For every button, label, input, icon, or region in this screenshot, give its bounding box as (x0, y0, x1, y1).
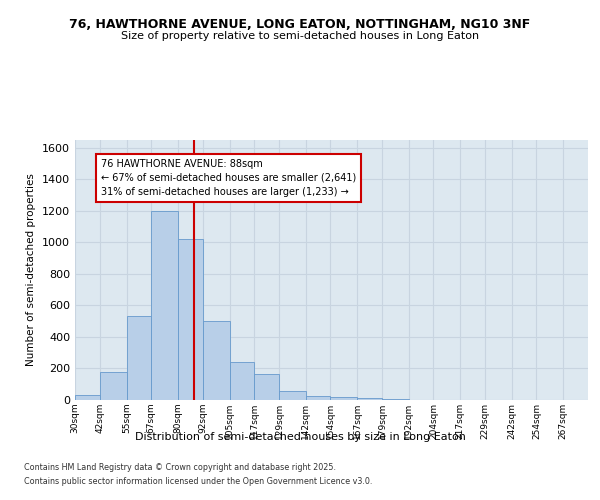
Bar (230, 362, 254, 400)
Bar (306, 396, 331, 400)
Text: Distribution of semi-detached houses by size in Long Eaton: Distribution of semi-detached houses by … (134, 432, 466, 442)
Text: Contains HM Land Registry data © Crown copyright and database right 2025.: Contains HM Land Registry data © Crown c… (24, 464, 336, 472)
Bar (75, 396, 100, 400)
Bar (151, 211, 178, 400)
Bar (279, 392, 306, 400)
Bar (382, 399, 409, 400)
Text: Size of property relative to semi-detached houses in Long Eaton: Size of property relative to semi-detach… (121, 31, 479, 41)
Bar (357, 398, 382, 400)
Text: 76 HAWTHORNE AVENUE: 88sqm
← 67% of semi-detached houses are smaller (2,641)
31%: 76 HAWTHORNE AVENUE: 88sqm ← 67% of semi… (101, 159, 356, 197)
Bar (254, 374, 279, 400)
Text: 76, HAWTHORNE AVENUE, LONG EATON, NOTTINGHAM, NG10 3NF: 76, HAWTHORNE AVENUE, LONG EATON, NOTTIN… (70, 18, 530, 30)
Bar (203, 321, 230, 400)
Y-axis label: Number of semi-detached properties: Number of semi-detached properties (26, 174, 37, 366)
Bar (100, 372, 127, 400)
Bar (178, 240, 203, 400)
Bar (127, 316, 151, 400)
Text: Contains public sector information licensed under the Open Government Licence v3: Contains public sector information licen… (24, 477, 373, 486)
Bar (331, 397, 357, 400)
